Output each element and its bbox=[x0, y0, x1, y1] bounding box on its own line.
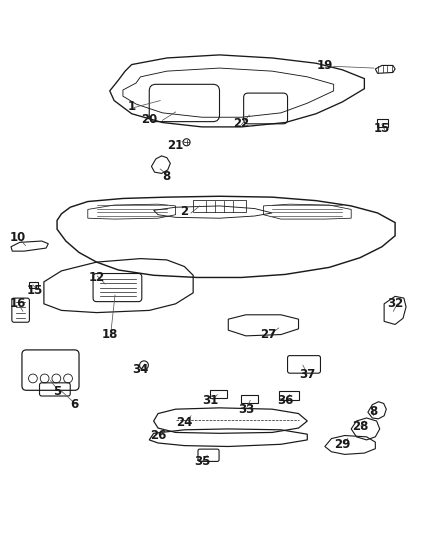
Text: 27: 27 bbox=[259, 328, 276, 341]
Bar bbox=[240, 395, 258, 403]
Text: 31: 31 bbox=[202, 394, 219, 407]
Text: 26: 26 bbox=[149, 429, 166, 442]
Text: 20: 20 bbox=[141, 113, 157, 126]
Bar bbox=[278, 391, 298, 400]
Text: 15: 15 bbox=[373, 122, 389, 135]
Text: 36: 36 bbox=[276, 394, 293, 407]
Text: 8: 8 bbox=[162, 170, 170, 183]
Text: 10: 10 bbox=[9, 231, 26, 245]
Text: 21: 21 bbox=[167, 139, 184, 152]
Text: 29: 29 bbox=[333, 438, 350, 451]
Bar bbox=[376, 119, 387, 127]
Text: 32: 32 bbox=[386, 297, 403, 310]
Text: 12: 12 bbox=[88, 271, 105, 284]
Bar bbox=[28, 282, 38, 288]
Text: 15: 15 bbox=[27, 284, 43, 297]
Text: 6: 6 bbox=[71, 398, 78, 411]
Text: 5: 5 bbox=[53, 385, 61, 398]
Text: 37: 37 bbox=[298, 368, 315, 381]
Text: 28: 28 bbox=[351, 420, 367, 433]
Bar bbox=[209, 390, 226, 398]
Text: 18: 18 bbox=[101, 328, 118, 341]
Text: 19: 19 bbox=[316, 59, 332, 72]
Text: 8: 8 bbox=[368, 405, 376, 418]
Text: 33: 33 bbox=[237, 402, 254, 416]
Text: 24: 24 bbox=[176, 416, 192, 429]
Text: 34: 34 bbox=[132, 363, 148, 376]
Text: 16: 16 bbox=[9, 297, 26, 310]
Text: 35: 35 bbox=[193, 455, 210, 469]
Text: 1: 1 bbox=[127, 100, 135, 113]
Text: 2: 2 bbox=[180, 205, 188, 218]
Text: 22: 22 bbox=[233, 117, 249, 131]
